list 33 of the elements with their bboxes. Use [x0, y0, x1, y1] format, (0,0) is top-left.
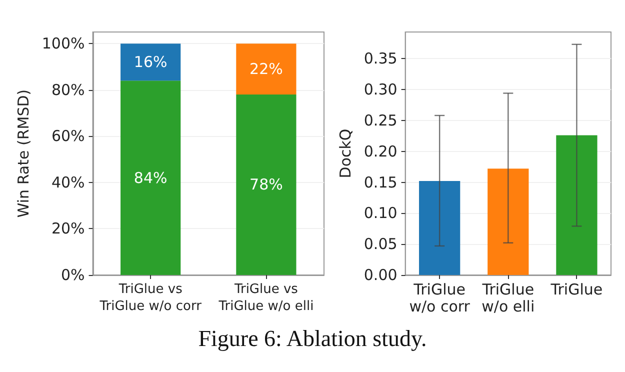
bar — [120, 80, 181, 275]
x-tick-label: TriGlue vs TriGlue w/o corr — [98, 282, 202, 314]
y-axis-title: DockQ — [336, 128, 354, 178]
y-tick-label: 0.05 — [364, 235, 398, 254]
y-axis-title: Win Rate (RMSD) — [14, 89, 32, 218]
y-tick-label: 0.10 — [364, 204, 398, 222]
x-tick-label: TriGlue w/o elli — [481, 280, 535, 316]
bar — [419, 181, 460, 275]
y-tick-label: 0.35 — [364, 50, 398, 68]
x-tick-label: TriGlue vs TriGlue w/o elli — [218, 282, 314, 314]
data-label: 84% — [134, 168, 168, 187]
data-label: 16% — [134, 53, 168, 72]
x-tick-label: TriGlue w/o corr — [409, 280, 471, 316]
y-tick-label: 0.25 — [364, 111, 398, 130]
y-tick-label: 60% — [51, 127, 85, 146]
data-label: 78% — [250, 176, 283, 194]
y-tick-label: 0.15 — [364, 173, 398, 192]
bar — [120, 44, 181, 81]
y-tick-label: 0.20 — [364, 142, 398, 160]
bar — [236, 94, 296, 275]
y-tick-label: 40% — [51, 173, 85, 192]
data-label: 22% — [250, 60, 283, 78]
y-tick-label: 20% — [51, 220, 85, 238]
y-tick-label: 80% — [51, 80, 85, 99]
y-tick-label: 0.30 — [364, 80, 398, 99]
caption: Figure 6: Ablation study. — [197, 326, 428, 352]
bar — [488, 168, 529, 275]
y-tick-label: 100% — [42, 34, 85, 53]
bar — [556, 135, 598, 275]
y-tick-label: 0.00 — [364, 266, 398, 284]
bar — [236, 44, 296, 94]
y-tick-label: 0% — [60, 266, 85, 284]
x-tick-label: TriGlue — [550, 280, 603, 298]
